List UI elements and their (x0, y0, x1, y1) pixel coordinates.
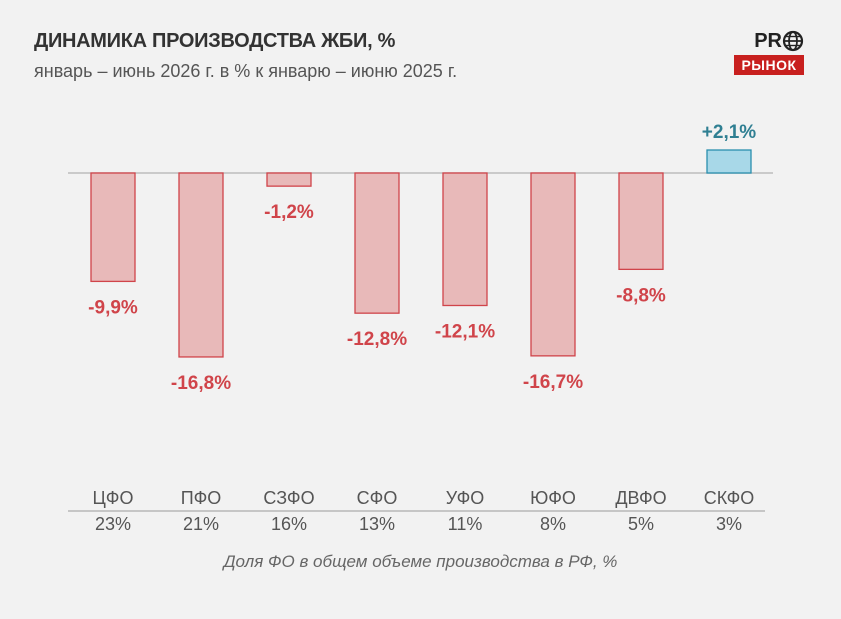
bar-5 (530, 172, 576, 357)
logo-top-text: PR (754, 29, 782, 52)
share-footnote: Доля ФО в общем объеме производства в РФ… (223, 552, 618, 571)
share-label-5: 8% (540, 514, 566, 534)
value-label-3: -12,8% (347, 329, 407, 350)
chart-subtitle: январь – июнь 2026 г. в % к январю – июн… (34, 61, 458, 81)
value-label-4: -12,1% (435, 321, 495, 342)
category-label-7: СКФО (704, 488, 755, 508)
bar-2 (266, 172, 312, 187)
logo-top: PR (734, 30, 804, 52)
chart-title: ДИНАМИКА ПРОИЗВОДСТВА ЖБИ, % (34, 30, 396, 52)
category-label-4: УФО (446, 488, 485, 508)
value-label-6: -8,8% (616, 285, 666, 306)
bar-0 (90, 172, 136, 283)
share-label-7: 3% (716, 514, 742, 534)
value-label-7: +2,1% (702, 122, 757, 143)
share-label-2: 16% (271, 514, 307, 534)
share-label-6: 5% (628, 514, 654, 534)
bar-3 (354, 172, 400, 314)
category-label-2: СЗФО (263, 488, 314, 508)
value-label-0: -9,9% (88, 297, 138, 318)
globe-icon (782, 30, 804, 52)
category-label-5: ЮФО (530, 488, 576, 508)
bar-6 (618, 172, 664, 271)
bar-1 (178, 172, 224, 358)
share-label-4: 11% (448, 514, 483, 534)
value-label-5: -16,7% (523, 372, 583, 393)
share-label-1: 21% (183, 514, 219, 534)
category-label-3: СФО (357, 488, 398, 508)
value-label-1: -16,8% (171, 373, 231, 394)
bar-7 (706, 149, 752, 174)
category-label-0: ЦФО (92, 488, 133, 508)
bar-4 (442, 172, 488, 307)
logo-bottom-text: РЫНОК (734, 55, 804, 75)
category-label-6: ДВФО (615, 488, 666, 508)
value-label-2: -1,2% (264, 202, 314, 223)
share-label-3: 13% (359, 514, 395, 534)
category-label-1: ПФО (181, 488, 222, 508)
brand-logo: PR РЫНОК (734, 30, 804, 75)
share-label-0: 23% (95, 514, 131, 534)
